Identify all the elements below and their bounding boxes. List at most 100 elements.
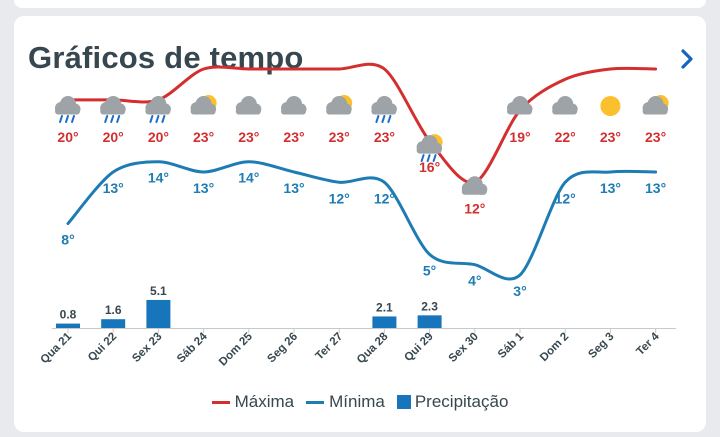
min-temp-label: 3°: [513, 283, 526, 299]
rain-drop: [110, 115, 115, 123]
cloud-part: [100, 108, 126, 115]
sun-cloud-icon: [326, 95, 353, 115]
cloud-icon: [281, 96, 307, 115]
cloud-part: [642, 108, 668, 115]
min-temp-label: 12°: [374, 190, 395, 206]
rain-drop: [381, 115, 386, 123]
legend-max-label: Máxima: [234, 392, 295, 411]
chevron-right-icon[interactable]: [676, 44, 698, 74]
x-tick-label: Qui 29: [402, 331, 435, 364]
precip-value-label: 2.3: [421, 299, 438, 313]
cloud-rain-icon: [145, 96, 171, 123]
cloud-part: [190, 108, 216, 115]
cloud-part: [281, 108, 306, 115]
rain-drop: [426, 154, 431, 163]
x-tick-label: Seg 26: [265, 331, 300, 366]
sun-cloud-rain-icon: [416, 134, 443, 163]
previous-card-edge: [14, 0, 706, 8]
max-temp-label: 23°: [283, 129, 304, 145]
precip-bar: [417, 315, 442, 328]
precip-bar: [101, 319, 126, 328]
sun-icon: [600, 96, 621, 116]
rain-drop: [59, 115, 63, 123]
precip-value-label: 5.1: [150, 284, 167, 298]
min-temp-label: 13°: [283, 180, 304, 196]
cloud-part: [507, 108, 532, 115]
precip-bar: [372, 316, 397, 328]
cloud-part: [55, 108, 80, 115]
max-temp-line: [66, 62, 658, 185]
max-temp-label: 20°: [103, 129, 124, 145]
rain-drop: [432, 154, 437, 163]
rain-drop: [149, 115, 154, 123]
x-tick-label: Sáb 24: [175, 330, 210, 365]
max-temp-label: 22°: [555, 129, 576, 145]
legend-max-swatch: [211, 400, 230, 404]
chart-legend: Máxima Mínima Precipitação: [0, 392, 720, 412]
precip-bar: [56, 323, 80, 328]
x-tick-label: Ter 4: [634, 330, 662, 358]
cloud-icon: [461, 176, 488, 195]
x-tick-label: Ter 27: [313, 331, 345, 363]
cloud-rain-icon: [55, 96, 81, 123]
x-tick-label: Qua 21: [39, 330, 75, 366]
legend-precip: Precipitação: [396, 392, 509, 412]
cloud-icon: [235, 96, 262, 115]
sun-part: [600, 96, 621, 116]
max-temp-label: 20°: [148, 129, 169, 145]
x-tick-label: Dom 25: [217, 330, 255, 368]
max-temp-label: 16°: [419, 159, 440, 175]
precip-value-label: 0.8: [60, 308, 77, 322]
x-tick-label: Qua 28: [355, 330, 391, 366]
max-temp-label: 23°: [193, 129, 214, 145]
x-tick-label: Sex 30: [447, 331, 481, 365]
rain-drop: [104, 115, 109, 123]
legend-min-swatch: [306, 400, 325, 404]
rain-drop: [387, 115, 392, 123]
sun-cloud-icon: [642, 95, 669, 115]
x-tick-label: Dom 2: [538, 331, 571, 364]
cloud-rain-icon: [100, 96, 126, 123]
legend-max: Máxima: [211, 392, 295, 412]
min-temp-line: [66, 160, 658, 281]
rain-drop: [71, 115, 75, 123]
cloud-icon: [507, 96, 533, 115]
rain-drop: [116, 115, 121, 123]
min-temp-label: 12°: [555, 190, 576, 206]
cloud-part: [416, 147, 442, 154]
legend-precip-label: Precipitação: [414, 392, 509, 411]
cloud-part: [235, 108, 261, 115]
cloud-icon: [552, 96, 578, 115]
max-temp-label: 23°: [238, 129, 259, 145]
cloud-rain-icon: [371, 96, 397, 123]
max-temp-label: 23°: [329, 129, 350, 145]
rain-drop: [161, 115, 166, 123]
x-tick-label: Sex 23: [130, 331, 164, 365]
cloud-part: [461, 188, 487, 195]
min-temp-label: 5°: [423, 262, 436, 278]
max-temp-label: 20°: [57, 129, 78, 145]
legend-precip-swatch: [396, 395, 411, 409]
max-temp-label: 23°: [600, 129, 621, 145]
rain-drop: [155, 115, 160, 123]
rain-drop: [420, 154, 425, 163]
legend-min-label: Mínima: [329, 392, 385, 411]
min-temp-label: 12°: [329, 190, 350, 206]
max-temp-label: 23°: [645, 129, 666, 145]
x-tick-label: Seg 3: [586, 331, 616, 361]
cloud-part: [145, 108, 171, 115]
x-tick-label: Qui 22: [86, 331, 119, 364]
max-temp-label: 23°: [374, 129, 395, 145]
x-tick-label: Sáb 1: [496, 330, 527, 361]
min-temp-label: 13°: [193, 180, 214, 196]
max-temp-label: 19°: [509, 129, 530, 145]
min-temp-label: 8°: [61, 232, 74, 248]
sun-cloud-icon: [190, 95, 217, 115]
max-temp-label: 12°: [464, 200, 485, 216]
min-temp-label: 14°: [148, 170, 169, 186]
min-temp-label: 13°: [645, 180, 666, 196]
precip-bar: [146, 299, 171, 328]
legend-min: Mínima: [306, 392, 385, 412]
precip-value-label: 1.6: [105, 303, 122, 317]
